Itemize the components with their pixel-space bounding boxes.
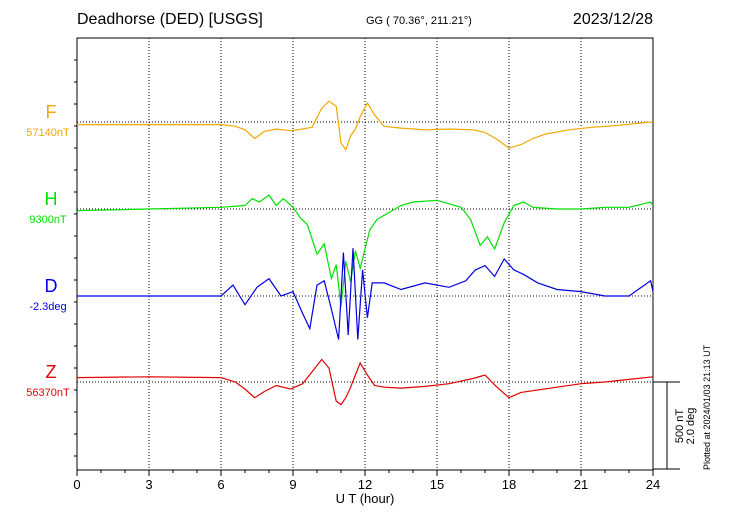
x-tick-label: 21 xyxy=(574,477,588,492)
x-tick-label: 15 xyxy=(430,477,444,492)
x-tick-label: 12 xyxy=(358,477,372,492)
x-tick-label: 3 xyxy=(145,477,152,492)
component-label-h: H xyxy=(45,189,58,209)
x-tick-label: 24 xyxy=(646,477,660,492)
component-label-z: Z xyxy=(46,362,57,382)
component-label-f: F xyxy=(46,102,57,122)
geographic-coordinates: GG ( 70.36°, 211.21°) xyxy=(366,15,472,27)
component-label-d: D xyxy=(45,276,58,296)
series-line-f xyxy=(77,100,654,152)
station-title: Deadhorse (DED) [USGS] xyxy=(77,11,263,28)
x-tick-label: 6 xyxy=(217,477,224,492)
baseline-value-f: 57140nT xyxy=(26,127,70,139)
scale-bar-label-deg: 2.0 deg xyxy=(685,408,697,445)
baseline-value-z: 56370nT xyxy=(26,387,70,399)
series-line-h xyxy=(76,194,654,307)
series-line-d xyxy=(77,248,654,340)
baseline-value-d: -2.3deg xyxy=(29,301,66,313)
baseline-value-h: 9300nT xyxy=(29,214,67,226)
x-tick-label: 18 xyxy=(502,477,516,492)
x-tick-label: 9 xyxy=(289,477,296,492)
scale-bar-label-nt: 500 nT xyxy=(674,409,686,444)
x-axis-label: U T (hour) xyxy=(336,491,395,506)
date-label: 2023/12/28 xyxy=(572,11,653,28)
x-tick-label: 0 xyxy=(73,477,80,492)
series-line-z xyxy=(76,358,654,406)
